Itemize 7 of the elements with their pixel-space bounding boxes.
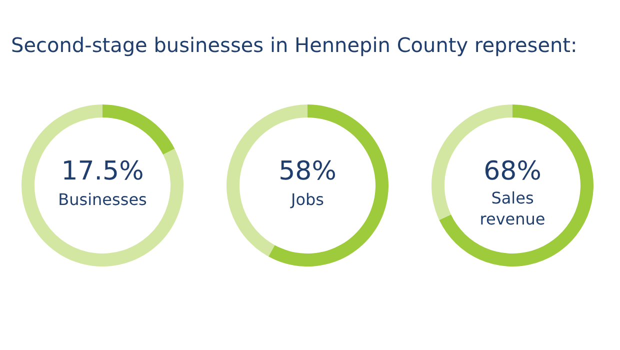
text: Second-stage businesses in Hennepin County represent: bbox=[11, 32, 578, 59]
slice-label: Businesses bbox=[58, 190, 147, 209]
data-label: 58% bbox=[278, 156, 336, 186]
data-label: 68% bbox=[484, 156, 542, 186]
data-label: 17.5% bbox=[61, 156, 144, 186]
slice-label: Sales revenue bbox=[480, 188, 546, 228]
slice-label: Jobs bbox=[290, 190, 324, 209]
